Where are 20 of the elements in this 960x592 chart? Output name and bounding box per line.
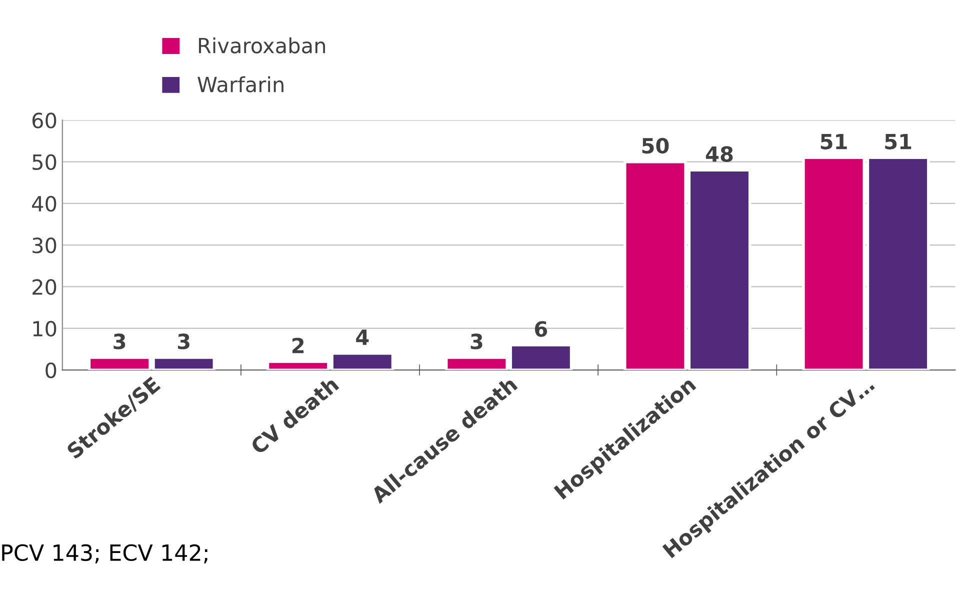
data-label: 4	[356, 330, 369, 345]
data-label: 3	[470, 334, 482, 350]
y-tick-label: 30	[32, 238, 56, 254]
data-label: 51	[820, 134, 847, 150]
data-label: 3	[178, 334, 190, 350]
y-tick-label: 0	[46, 362, 56, 378]
data-label: 3	[114, 334, 126, 350]
y-tick-label: 10	[33, 320, 56, 337]
data-label: 48	[706, 146, 733, 162]
data-label: 6	[534, 321, 548, 337]
legend-label: Rivaroxaban	[198, 37, 325, 54]
text: PCV 143; ECV 142;	[2, 544, 208, 564]
data-label: 2	[292, 338, 304, 354]
y-tick-label: 20	[32, 279, 56, 295]
y-tick-label: 50	[32, 154, 56, 170]
legend-label: Warfarin	[198, 76, 284, 92]
y-tick-label: 40	[32, 196, 56, 212]
y-tick-label: 60	[32, 112, 56, 128]
data-label: 51	[885, 134, 912, 150]
data-label: 50	[642, 138, 669, 154]
